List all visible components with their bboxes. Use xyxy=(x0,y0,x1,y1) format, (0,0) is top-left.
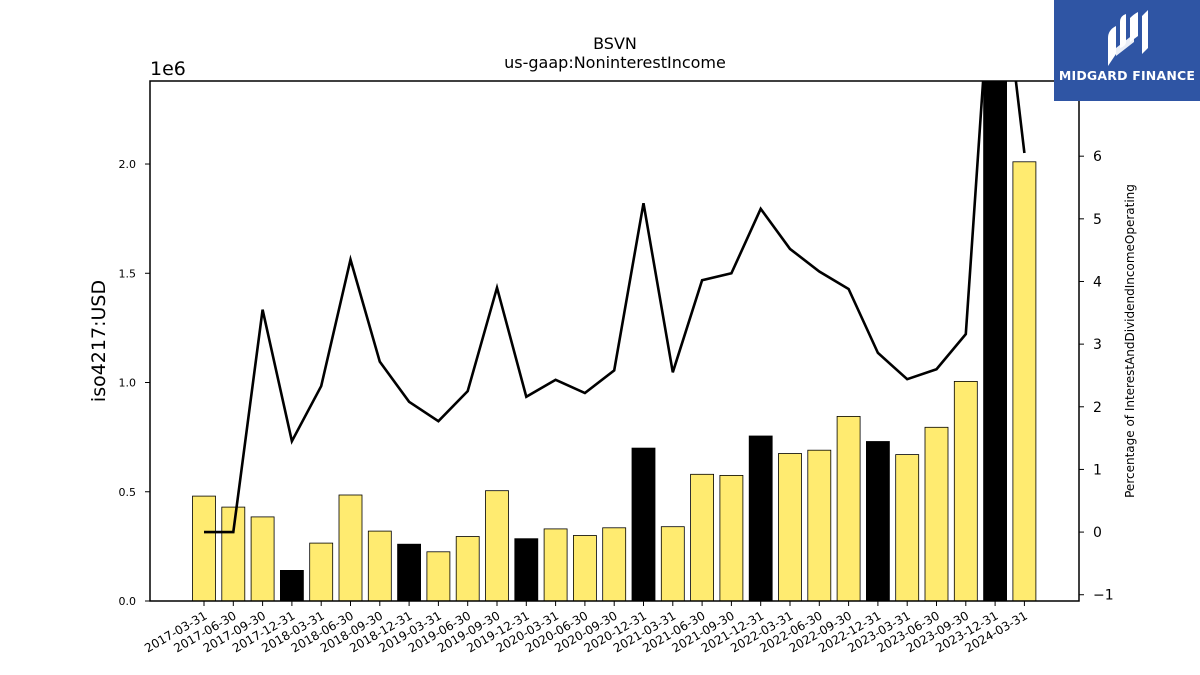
y-axis-label: iso4217:USD xyxy=(88,280,110,402)
y-tick-label: 2.0 xyxy=(119,158,137,171)
y2-tick-label: 0 xyxy=(1093,525,1102,541)
bar xyxy=(279,570,304,601)
y2-tick-label: −1 xyxy=(1093,588,1114,604)
bar xyxy=(250,516,275,601)
bar xyxy=(660,526,685,601)
bar xyxy=(836,415,861,601)
bar xyxy=(367,530,392,601)
bar xyxy=(924,426,949,601)
brand-logo: MIDGARD FINANCE xyxy=(1054,0,1200,101)
bar xyxy=(1012,161,1037,601)
y-ticks-layer: 0.0 0.5 1.0 1.5 2.0 xyxy=(119,158,150,608)
bar xyxy=(602,527,627,601)
bar xyxy=(719,474,744,601)
bar xyxy=(455,536,480,601)
bar xyxy=(895,454,920,601)
bar xyxy=(748,435,773,601)
logo-text: MIDGARD FINANCE xyxy=(1058,68,1196,83)
x-ticks-layer: 2017-03-312017-06-302017-09-302017-12-31… xyxy=(142,601,1030,655)
y2-tick-label: 6 xyxy=(1093,149,1102,165)
logo-mark-icon xyxy=(1108,10,1148,66)
bar xyxy=(983,81,1007,601)
y2-tick-label: 2 xyxy=(1093,400,1102,416)
bar xyxy=(192,495,216,601)
bar xyxy=(573,535,597,601)
bar xyxy=(514,538,539,601)
chart-title: BSVN xyxy=(593,34,637,53)
y-tick-label: 1.0 xyxy=(119,377,137,390)
bar xyxy=(778,453,802,601)
y2-tick-label: 3 xyxy=(1093,337,1102,353)
bar xyxy=(631,447,656,601)
bar xyxy=(397,543,422,601)
y2-axis-label: Percentage of InterestAndDividendIncomeO… xyxy=(1123,184,1137,498)
y-tick-label: 0.5 xyxy=(119,486,137,499)
y-tick-label: 0.0 xyxy=(119,595,137,608)
bar xyxy=(543,528,568,601)
bars-layer xyxy=(192,81,1037,601)
y2-tick-label: 4 xyxy=(1093,274,1102,290)
bar xyxy=(485,490,509,601)
bar xyxy=(338,494,363,601)
y2-tick-label: 5 xyxy=(1093,212,1102,228)
bar xyxy=(309,542,334,601)
bar xyxy=(866,441,890,601)
line-layer xyxy=(204,81,1026,534)
y-multiplier-label: 1e6 xyxy=(150,58,186,80)
y2-ticks-layer: −1 0 1 2 3 4 5 6 xyxy=(1079,149,1114,604)
series-line xyxy=(204,81,1026,534)
chart-subtitle: us-gaap:NoninterestIncome xyxy=(504,53,726,72)
bar xyxy=(690,473,714,601)
bar xyxy=(221,506,246,601)
bar xyxy=(807,449,832,601)
y2-tick-label: 1 xyxy=(1093,462,1102,478)
bar xyxy=(426,551,451,601)
bar xyxy=(953,380,978,601)
y-tick-label: 1.5 xyxy=(119,267,137,280)
